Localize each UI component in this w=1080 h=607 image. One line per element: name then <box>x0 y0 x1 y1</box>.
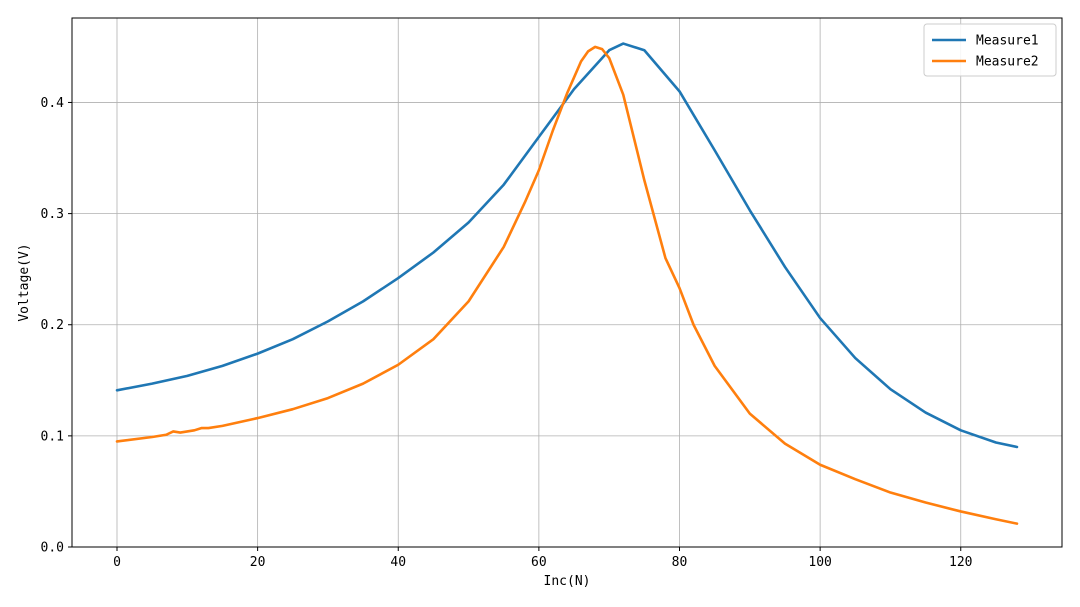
legend-box <box>923 23 1057 77</box>
x-tick-label: 40 <box>390 555 406 570</box>
x-tick-label: 120 <box>949 555 972 570</box>
x-axis-ticks: 0 20 40 60 80 100 120 <box>113 547 972 570</box>
x-tick-label: 0 <box>113 555 121 570</box>
x-tick-label: 60 <box>531 555 547 570</box>
grid <box>72 18 1062 548</box>
y-tick-label: 0.1 <box>41 429 64 444</box>
y-tick-label: 0.0 <box>41 541 64 556</box>
series-layer <box>115 42 1019 525</box>
x-tick-label: 20 <box>250 555 266 570</box>
y-axis-label: Voltage(V) <box>17 243 32 321</box>
x-tick-label: 80 <box>672 555 688 570</box>
y-axis-ticks: 0.0 0.1 0.2 0.3 0.4 <box>41 96 72 556</box>
y-tick-label: 0.4 <box>41 96 65 111</box>
legend-label-measure1: Measure1 <box>976 34 1039 49</box>
legend-label-measure2: Measure2 <box>976 55 1039 70</box>
legend: Measure1 Measure2 <box>923 23 1057 77</box>
x-tick-label: 100 <box>808 555 831 570</box>
x-axis-label: Inc(N) <box>544 574 591 589</box>
series-line-measure1 <box>115 42 1019 449</box>
plot-frame <box>71 17 1063 548</box>
series-line-measure2 <box>115 45 1019 525</box>
y-tick-label: 0.2 <box>41 318 64 333</box>
y-tick-label: 0.3 <box>41 207 64 222</box>
